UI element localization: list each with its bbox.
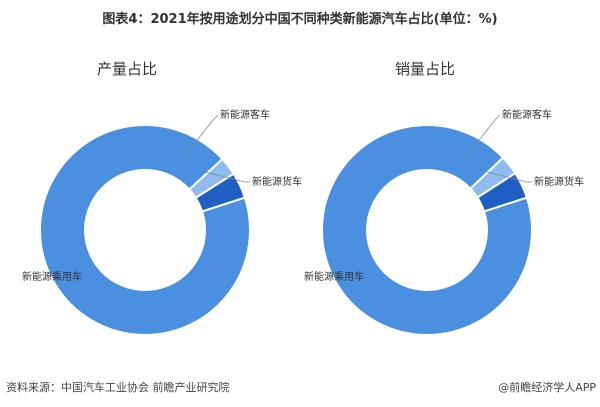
source-note: 资料来源：中国汽车工业协会 前瞻产业研究院 — [6, 381, 230, 394]
leader-line — [486, 171, 532, 183]
slice-label-1: 新能源客车 — [220, 108, 270, 121]
donut-slice-production-0 — [39, 124, 251, 336]
subtitle-sales: 销量占比 — [395, 60, 456, 78]
slice-label-2: 新能源货车 — [534, 175, 584, 188]
slice-label-2: 新能源货车 — [252, 175, 302, 188]
slice-label-0: 新能源乘用车 — [22, 270, 82, 283]
subtitle-production: 产量占比 — [97, 60, 158, 78]
chart-title: 图表4：2021年按用途划分中国不同种类新能源汽车占比(单位：%) — [102, 12, 498, 27]
donut-slice-sales-0 — [321, 124, 533, 336]
leader-line — [204, 171, 250, 183]
slice-label-1: 新能源客车 — [502, 108, 552, 121]
credit: @前瞻经济学人APP — [498, 381, 596, 394]
donut-slice-sales-2 — [476, 171, 529, 213]
donut-slice-production-2 — [194, 172, 247, 213]
leader-line — [464, 114, 501, 159]
leader-line — [182, 114, 219, 159]
slice-label-0: 新能源乘用车 — [304, 270, 364, 283]
